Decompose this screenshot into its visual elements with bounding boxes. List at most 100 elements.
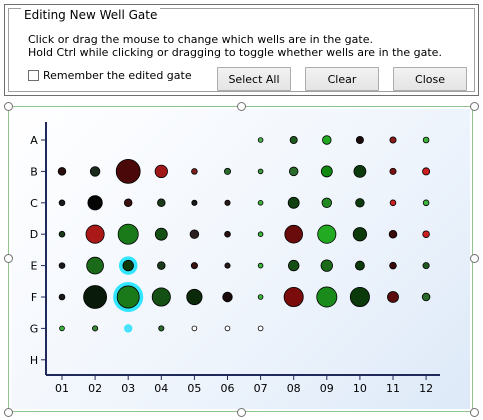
well-F10[interactable] (349, 286, 370, 307)
groupbox-title: Editing New Well Gate (21, 8, 161, 22)
well-D07[interactable] (257, 231, 264, 238)
well-C01[interactable] (58, 199, 66, 207)
wells-layer[interactable] (57, 135, 431, 333)
column-label-07: 07 (254, 382, 268, 395)
column-label-05: 05 (187, 382, 201, 395)
well-F09[interactable] (316, 286, 338, 308)
well-C03[interactable] (123, 198, 133, 208)
well-C02[interactable] (87, 195, 103, 211)
clear-button[interactable]: Clear (305, 67, 379, 91)
well-C04[interactable] (157, 198, 166, 208)
well-D06[interactable] (224, 230, 231, 238)
row-label-A: A (30, 134, 38, 147)
resize-handle-right[interactable] (470, 254, 479, 263)
well-D02[interactable] (85, 224, 105, 244)
well-F04[interactable] (151, 287, 171, 307)
well-F03[interactable] (116, 285, 140, 309)
well-B07[interactable] (257, 168, 264, 175)
column-label-12: 12 (419, 382, 433, 395)
checkbox-box[interactable] (28, 70, 39, 81)
well-A10[interactable] (355, 135, 364, 144)
well-E09[interactable] (320, 259, 333, 272)
well-F08[interactable] (283, 286, 304, 307)
well-C11[interactable] (389, 199, 397, 207)
well-E02[interactable] (86, 256, 104, 275)
well-G06[interactable] (224, 325, 231, 332)
well-D09[interactable] (317, 224, 337, 244)
row-label-B: B (30, 165, 38, 178)
well-G05[interactable] (191, 325, 198, 332)
column-label-08: 08 (287, 382, 301, 395)
well-D03[interactable] (117, 223, 139, 245)
remember-gate-checkbox[interactable]: Remember the edited gate (28, 69, 192, 82)
well-D08[interactable] (284, 224, 303, 244)
well-E06[interactable] (224, 262, 231, 269)
well-E01[interactable] (58, 262, 66, 269)
well-B03[interactable] (115, 158, 141, 184)
well-G01[interactable] (59, 325, 65, 332)
well-D11[interactable] (388, 229, 398, 239)
select-all-button[interactable]: Select All (217, 67, 291, 91)
close-button[interactable]: Close (393, 67, 467, 91)
resize-handle-top-right[interactable] (470, 102, 479, 111)
column-label-02: 02 (88, 382, 102, 395)
column-labels: 01 02 03 04 05 06 07 08 09 10 11 12 (55, 382, 433, 395)
well-F07[interactable] (257, 294, 264, 300)
well-B11[interactable] (389, 167, 397, 175)
well-A12[interactable] (422, 136, 430, 144)
well-D01[interactable] (58, 230, 66, 238)
well-B06[interactable] (223, 167, 232, 175)
well-B09[interactable] (320, 165, 333, 178)
well-B01[interactable] (57, 167, 67, 176)
well-B12[interactable] (422, 167, 431, 176)
well-D12[interactable] (422, 230, 430, 238)
well-C10[interactable] (355, 198, 365, 208)
well-D05[interactable] (189, 229, 200, 239)
well-F01[interactable] (58, 293, 66, 301)
well-G03[interactable] (125, 325, 131, 332)
well-C12[interactable] (422, 199, 430, 207)
well-C08[interactable] (287, 196, 300, 209)
well-A09[interactable] (322, 135, 332, 145)
well-E11[interactable] (389, 261, 397, 270)
resize-handle-bottom[interactable] (237, 408, 246, 417)
well-F05[interactable] (186, 288, 203, 306)
well-G02[interactable] (92, 325, 99, 332)
well-D04[interactable] (154, 227, 168, 241)
well-B10[interactable] (353, 164, 367, 178)
well-C05[interactable] (191, 199, 198, 206)
resize-handle-top-left[interactable] (4, 102, 13, 111)
row-label-H: H (30, 354, 38, 367)
well-E07[interactable] (257, 262, 264, 269)
well-A11[interactable] (389, 136, 397, 144)
well-E12[interactable] (422, 262, 430, 270)
well-C07[interactable] (257, 200, 264, 206)
well-B04[interactable] (154, 164, 168, 179)
well-D10[interactable] (352, 227, 368, 242)
well-E05[interactable] (190, 262, 198, 270)
well-F12[interactable] (421, 292, 431, 302)
resize-handle-bottom-right[interactable] (470, 408, 479, 417)
well-F02[interactable] (83, 285, 108, 309)
well-B08[interactable] (288, 166, 299, 177)
resize-handle-bottom-left[interactable] (4, 408, 13, 417)
plate-plot-background (11, 109, 470, 409)
well-G04[interactable] (158, 325, 165, 332)
well-G07[interactable] (257, 325, 264, 332)
resize-handle-top[interactable] (237, 102, 246, 111)
well-E10[interactable] (354, 260, 365, 271)
well-B02[interactable] (89, 166, 101, 177)
well-E04[interactable] (157, 261, 166, 270)
well-C09[interactable] (321, 197, 333, 209)
well-E08[interactable] (288, 259, 300, 272)
resize-handle-left[interactable] (4, 254, 13, 263)
well-A08[interactable] (289, 135, 298, 144)
well-F11[interactable] (387, 291, 399, 303)
well-C06[interactable] (224, 199, 231, 206)
well-B05[interactable] (191, 168, 198, 175)
well-A07[interactable] (257, 137, 264, 143)
well-F06[interactable] (222, 291, 233, 303)
well-E03[interactable] (122, 259, 134, 272)
row-label-G: G (30, 322, 39, 335)
